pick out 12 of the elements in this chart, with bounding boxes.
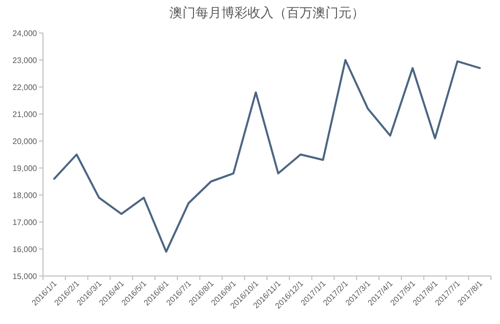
y-tick-label: 24,000 — [12, 29, 38, 38]
line-series — [53, 59, 481, 253]
y-tick-label: 22,000 — [12, 83, 38, 92]
y-tick-label: 23,000 — [12, 56, 38, 65]
chart-title: 澳门每月博彩收入（百万澳门元） — [170, 5, 364, 20]
y-tick-label: 21,000 — [12, 110, 38, 119]
y-tick-label: 19,000 — [12, 164, 38, 173]
y-tick-label: 17,000 — [12, 218, 38, 227]
y-tick-label: 18,000 — [12, 191, 38, 200]
y-tick-label: 16,000 — [12, 245, 38, 254]
y-tick-label: 20,000 — [12, 137, 38, 146]
y-tick-label: 15,000 — [12, 272, 38, 281]
